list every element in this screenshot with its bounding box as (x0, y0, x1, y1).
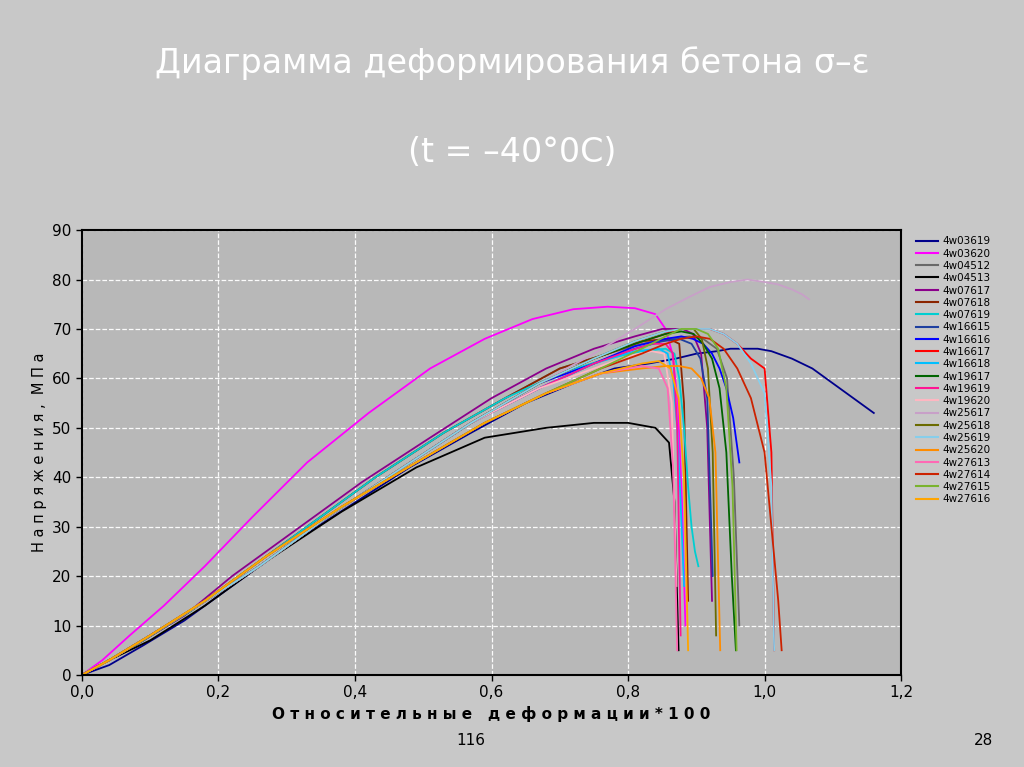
Text: 28: 28 (974, 732, 992, 748)
X-axis label: О т н о с и т е л ь н ы е   д е ф о р м а ц и и * 1 0 0: О т н о с и т е л ь н ы е д е ф о р м а … (272, 706, 711, 722)
Text: 116: 116 (457, 732, 485, 748)
Text: (t = –40°0C): (t = –40°0C) (408, 136, 616, 169)
Text: Диаграмма деформирования бетона σ–ε: Диаграмма деформирования бетона σ–ε (155, 46, 869, 80)
Y-axis label: Н а п р я ж е н и я ,  М П а: Н а п р я ж е н и я , М П а (32, 353, 46, 552)
Legend: 4w03619, 4w03620, 4w04512, 4w04513, 4w07617, 4w07618, 4w07619, 4w16615, 4w16616,: 4w03619, 4w03620, 4w04512, 4w04513, 4w07… (914, 235, 992, 505)
